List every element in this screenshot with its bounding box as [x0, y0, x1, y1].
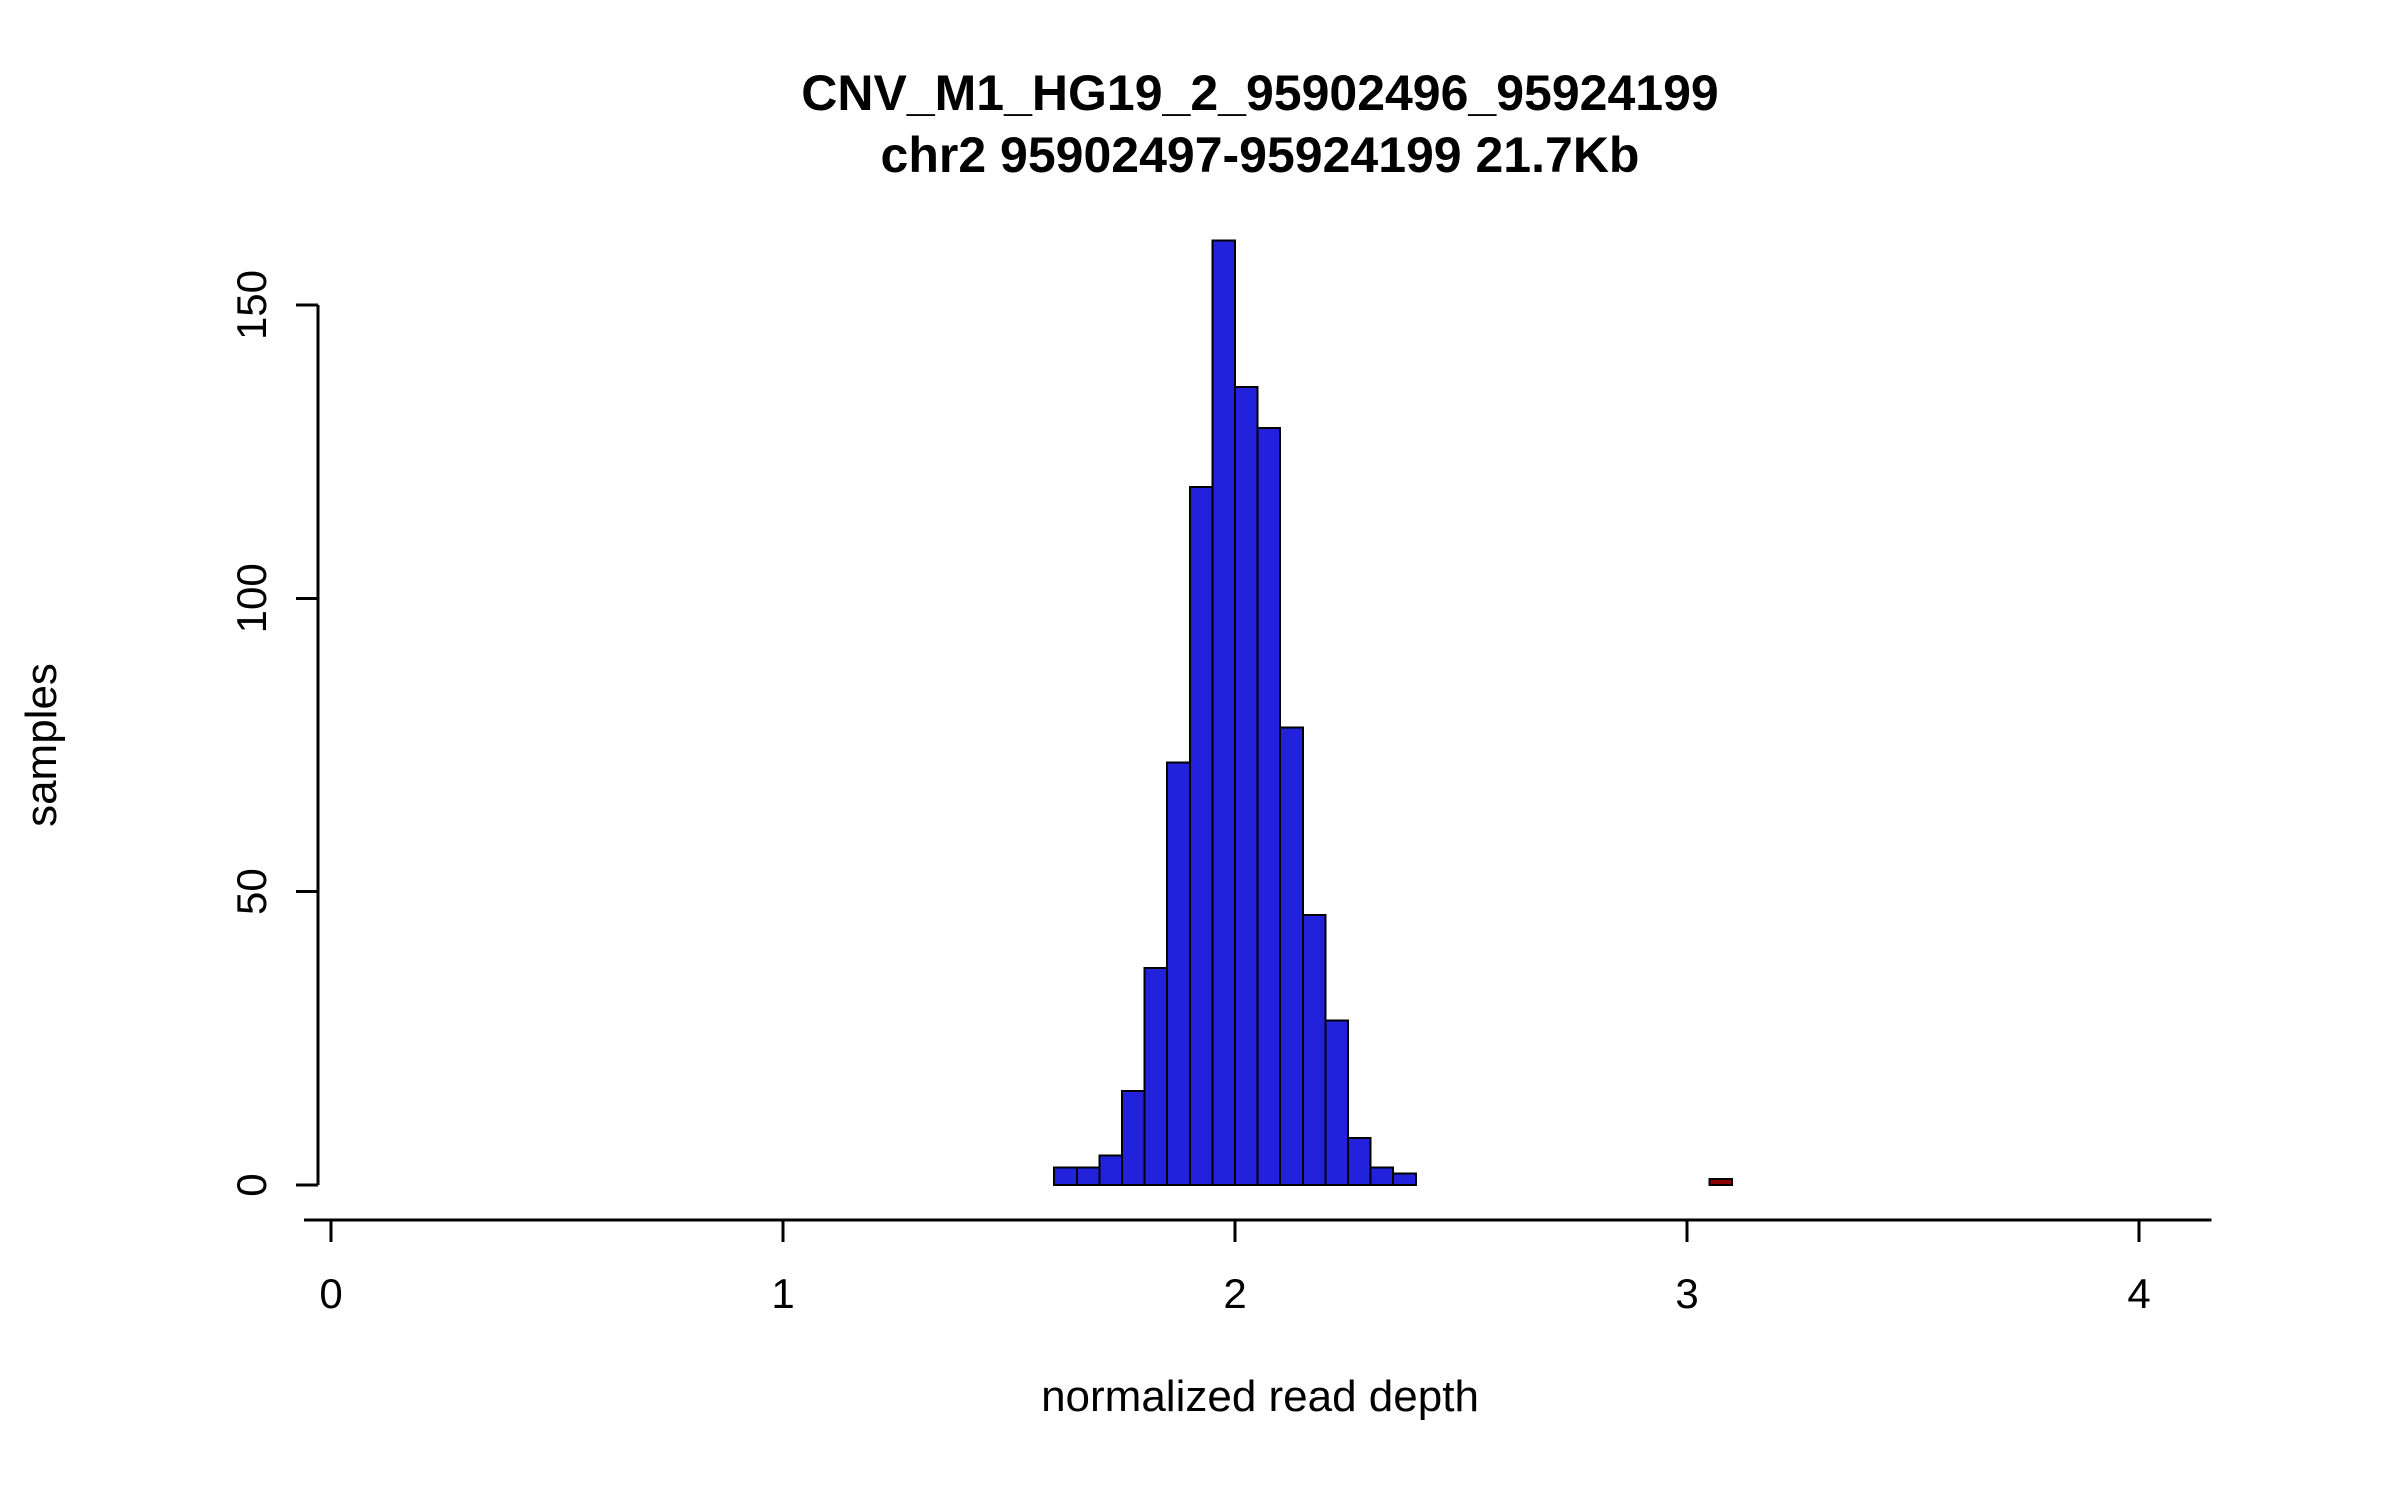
histogram-bar: [1188, 485, 1214, 1187]
y-tick-label: 0: [228, 1173, 275, 1196]
histogram-bar: [1392, 1172, 1417, 1187]
histogram-bar: [1256, 427, 1282, 1186]
x-tick-label: 0: [319, 1270, 342, 1317]
chart-title-block: CNV_M1_HG19_2_95902496_95924199 chr2 959…: [155, 62, 2365, 186]
histogram-bar: [1166, 761, 1191, 1186]
histogram-bar: [1121, 1090, 1146, 1186]
histogram-bar: [1279, 726, 1304, 1187]
x-tick-label: 4: [2127, 1270, 2150, 1317]
x-tick-label: 1: [771, 1270, 794, 1317]
histogram-bar: [1301, 914, 1327, 1187]
x-tick-label: 2: [1223, 1270, 1246, 1317]
histogram-bar: [1211, 239, 1237, 1186]
y-axis-label: samples: [17, 663, 66, 827]
chart-subtitle: chr2 95902497-95924199 21.7Kb: [880, 127, 1640, 183]
histogram-outlier-bar: [1708, 1178, 1734, 1186]
histogram-bar: [1347, 1137, 1372, 1186]
histogram-bar: [1143, 966, 1169, 1187]
histogram-bar: [1324, 1019, 1350, 1186]
histogram-bar: [1369, 1166, 1395, 1187]
chart-title: CNV_M1_HG19_2_95902496_95924199: [801, 65, 1719, 121]
histogram-bar: [1075, 1166, 1101, 1187]
x-tick-label: 3: [1675, 1270, 1698, 1317]
histogram-bar: [1098, 1154, 1124, 1186]
y-tick-label: 100: [228, 563, 275, 633]
x-axis-label: normalized read depth: [1041, 1372, 1479, 1421]
y-tick-label: 150: [228, 270, 275, 340]
histogram-bar: [1053, 1166, 1078, 1187]
y-tick-label: 50: [228, 868, 275, 915]
histogram-bar: [1234, 386, 1259, 1186]
